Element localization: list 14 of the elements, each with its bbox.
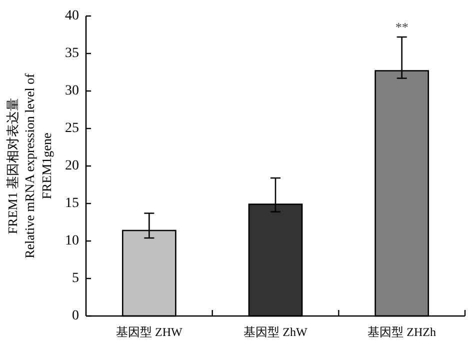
y-tick-label: 20 (65, 158, 79, 174)
y-tick-label: 5 (72, 271, 79, 286)
x-tick-label: 基因型 ZhW (244, 325, 308, 339)
y-tick-label: 25 (65, 121, 79, 136)
y-tick-label: 0 (72, 308, 79, 324)
x-tick-label: 基因型 ZHW (116, 325, 183, 339)
y-tick-label: 30 (65, 84, 79, 98)
y-tick-label: 15 (65, 196, 79, 211)
y-tick-label: 35 (65, 46, 79, 61)
y-axis-title: FREM1 基因相对表达量 Relative mRNA expression level of FREM1gene (4, 72, 54, 258)
y-tick-label: 40 (65, 8, 79, 24)
y-tick-label: 10 (65, 234, 79, 248)
annotation: ** (395, 20, 408, 34)
x-tick-label: 基因型 ZHZh (368, 325, 436, 339)
